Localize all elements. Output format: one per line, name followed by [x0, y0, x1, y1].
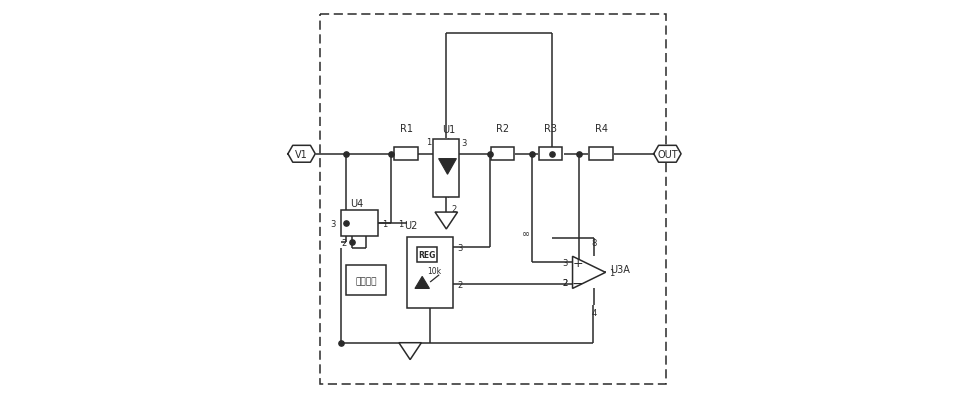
Text: +: +	[573, 256, 583, 269]
Text: 光断续器: 光断续器	[356, 276, 377, 285]
Text: 3: 3	[330, 219, 336, 228]
Text: U2: U2	[404, 220, 418, 230]
Bar	[417, 247, 437, 262]
Bar	[407, 237, 453, 308]
Text: U4: U4	[351, 199, 363, 209]
Text: R1: R1	[399, 124, 413, 134]
Text: 3: 3	[562, 258, 567, 267]
Bar	[340, 211, 378, 237]
Polygon shape	[399, 343, 422, 360]
Text: R4: R4	[595, 124, 608, 134]
Text: R3: R3	[545, 124, 557, 134]
Bar	[589, 148, 612, 161]
Bar	[321, 15, 667, 384]
Bar	[394, 148, 418, 161]
Text: 10k: 10k	[427, 266, 441, 275]
Polygon shape	[439, 159, 456, 175]
Polygon shape	[415, 277, 429, 289]
Text: 2: 2	[342, 238, 347, 247]
Text: 2: 2	[457, 280, 462, 289]
Bar	[539, 148, 562, 161]
Text: 1: 1	[425, 138, 431, 147]
Text: U1: U1	[442, 125, 454, 135]
Text: V1: V1	[296, 150, 308, 159]
Text: 3: 3	[457, 243, 462, 252]
Text: R2: R2	[496, 124, 509, 134]
Text: OUT: OUT	[657, 150, 677, 159]
Text: 2: 2	[562, 278, 567, 287]
Text: 3: 3	[461, 139, 466, 148]
Text: REG: REG	[419, 250, 436, 259]
Text: 2: 2	[562, 278, 568, 287]
Bar	[433, 140, 459, 197]
Polygon shape	[573, 257, 606, 289]
Text: −: −	[572, 276, 583, 290]
Polygon shape	[654, 146, 681, 163]
Text: 4: 4	[591, 308, 597, 317]
Polygon shape	[435, 213, 457, 229]
Bar	[346, 265, 386, 296]
Text: 1: 1	[383, 219, 388, 228]
Text: 1: 1	[609, 268, 614, 277]
Text: 8: 8	[591, 239, 597, 248]
Bar	[491, 148, 515, 161]
Polygon shape	[288, 146, 315, 163]
Text: 2: 2	[452, 205, 456, 214]
Text: U3A: U3A	[610, 265, 630, 274]
Text: 1: 1	[397, 219, 403, 228]
Text: ∞: ∞	[522, 229, 530, 239]
